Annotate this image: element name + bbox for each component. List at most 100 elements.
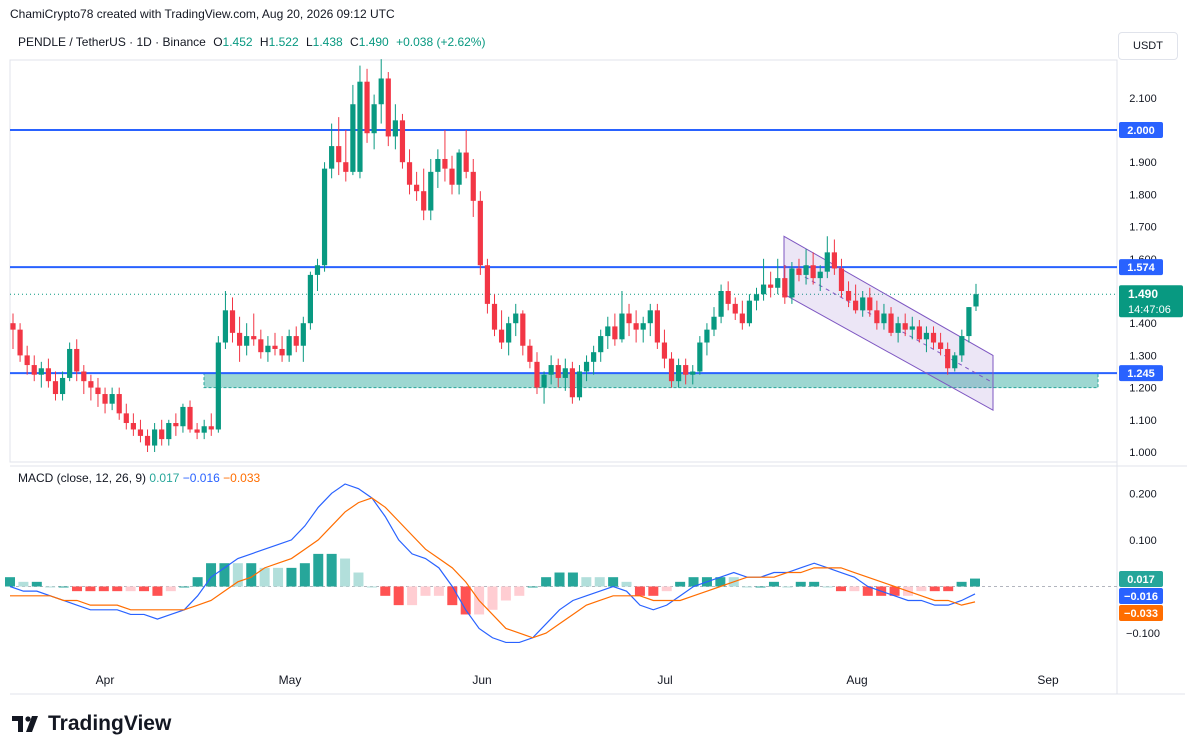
low-label: L — [305, 35, 313, 49]
macd-histogram-bar — [18, 581, 29, 587]
candle-body — [321, 168, 328, 266]
time-axis-label: Jul — [657, 673, 672, 687]
candle-body — [739, 313, 745, 324]
macd-histogram-bar — [675, 581, 686, 587]
macd-histogram-bar — [634, 586, 645, 596]
macd-histogram-bar — [782, 586, 793, 588]
macd-histogram-bar — [407, 586, 418, 606]
candle-body — [449, 168, 455, 185]
price-tick-label: 1.800 — [1129, 189, 1157, 201]
candle-body — [109, 394, 115, 404]
symbol-label[interactable]: PENDLE / TetherUS · 1D · Binance — [18, 35, 206, 49]
candle-body — [760, 284, 767, 295]
candle-body — [831, 252, 837, 269]
candle-body — [513, 313, 519, 324]
candle-body — [888, 313, 894, 333]
candle-body — [456, 152, 462, 185]
macd-histogram-bar — [902, 586, 913, 596]
candle-body — [725, 291, 731, 304]
candle-body — [824, 252, 830, 272]
price-tick-label: 1.900 — [1129, 157, 1157, 169]
candle-body — [569, 368, 575, 398]
candle-body — [244, 336, 250, 346]
macd-histogram-bar — [956, 581, 967, 587]
macd-histogram-bar — [192, 577, 203, 587]
macd-histogram-bar — [554, 572, 565, 587]
macd-histogram-bar — [152, 586, 163, 596]
candle-body — [506, 323, 512, 343]
candle-body — [860, 297, 866, 311]
candle-body — [817, 271, 823, 279]
candle-body — [470, 171, 476, 201]
macd-histogram-bar — [45, 586, 56, 588]
macd-histogram-bar — [313, 553, 324, 587]
candle-body — [583, 361, 590, 372]
level-price-label: 2.000 — [1127, 125, 1155, 137]
candle-body — [810, 265, 816, 279]
macd-histogram-bar — [688, 577, 699, 587]
time-axis-label: Apr — [96, 673, 115, 687]
candle-body — [952, 355, 958, 369]
candle-body — [102, 394, 108, 404]
candle-body — [789, 268, 795, 298]
macd-value-label: −0.033 — [1124, 608, 1158, 620]
macd-histogram-bar — [889, 586, 900, 596]
candle-body — [668, 358, 675, 382]
macd-histogram-bar — [380, 586, 391, 596]
macd-histogram-bar — [581, 577, 592, 587]
low-value: L1.438 — [306, 35, 343, 49]
price-tick-label: 1.600 — [1129, 254, 1157, 266]
candle-body — [74, 348, 80, 372]
countdown-label: 14:47:06 — [1128, 304, 1171, 316]
candle-body — [258, 339, 264, 353]
macd-histogram-bar — [822, 586, 833, 588]
macd-histogram-bar — [474, 586, 485, 615]
candle-body — [555, 365, 561, 378]
open-number: 1.452 — [222, 35, 253, 49]
candle-body — [640, 323, 646, 330]
candle-body — [576, 371, 583, 398]
tradingview-logo[interactable]: TradingView — [12, 712, 171, 736]
macd-histogram-bar — [58, 586, 69, 588]
candle-body — [683, 365, 689, 375]
candle-body — [222, 310, 229, 343]
macd-histogram-bar — [929, 586, 940, 592]
candle-body — [937, 342, 944, 349]
descending-channel — [783, 235, 994, 411]
candle-body — [732, 303, 738, 314]
macd-histogram-bar — [876, 586, 887, 596]
candle-body — [236, 332, 243, 346]
macd-histogram-bar — [31, 581, 42, 587]
macd-histogram-bar — [72, 586, 83, 592]
price-tick-label: 1.300 — [1129, 350, 1157, 362]
macd-histogram-bar — [460, 586, 471, 615]
candle-body — [286, 336, 292, 356]
macd-histogram-bar — [809, 581, 820, 587]
macd-value-label: 0.017 — [1127, 574, 1155, 586]
attribution: ChamiCrypto78 created with TradingView.c… — [10, 7, 395, 21]
macd-line — [9, 483, 976, 644]
candle-body — [690, 371, 696, 375]
candle-body — [930, 332, 937, 343]
currency-unit-button[interactable]: USDT — [1118, 32, 1178, 60]
candle-body — [371, 104, 377, 134]
candle-body — [314, 265, 321, 275]
candle-body — [300, 323, 306, 346]
candle-body — [775, 278, 781, 288]
macd-histogram-bar — [835, 586, 846, 592]
candle-body — [718, 291, 724, 317]
candle-body — [392, 120, 398, 137]
candle-body — [612, 326, 618, 340]
candle-body — [272, 345, 278, 349]
open-label: O — [213, 35, 223, 49]
candle-body — [909, 326, 915, 330]
macd-title[interactable]: MACD (close, 12, 26, 9) — [18, 471, 147, 485]
candle-body — [201, 426, 207, 433]
macd-histogram-bar — [621, 581, 632, 587]
candle-body — [562, 368, 568, 378]
candle-body — [336, 146, 342, 163]
candle-body — [746, 300, 753, 324]
candle-body — [491, 303, 498, 330]
level-price-label: 1.574 — [1127, 262, 1155, 274]
